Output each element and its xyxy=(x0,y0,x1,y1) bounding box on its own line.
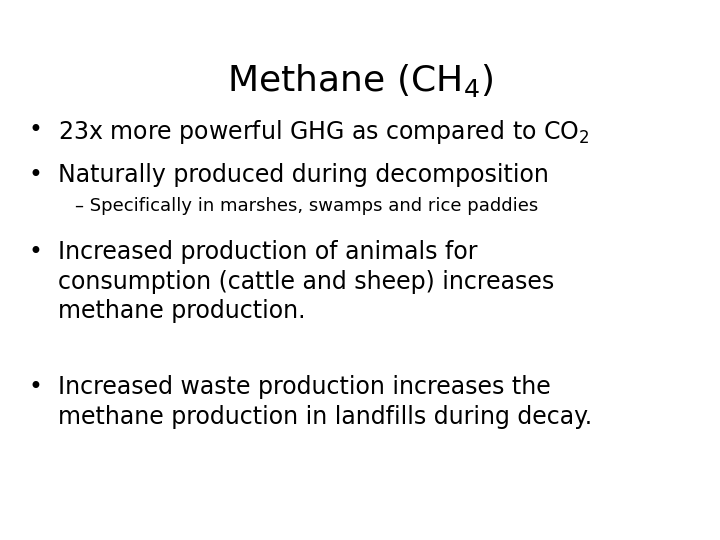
Text: Naturally produced during decomposition: Naturally produced during decomposition xyxy=(58,163,549,187)
Text: •: • xyxy=(28,375,42,399)
Text: 23x more powerful GHG as compared to CO$_2$: 23x more powerful GHG as compared to CO$… xyxy=(58,118,590,146)
Text: •: • xyxy=(28,118,42,142)
Text: – Specifically in marshes, swamps and rice paddies: – Specifically in marshes, swamps and ri… xyxy=(75,197,539,215)
Text: •: • xyxy=(28,163,42,187)
Text: Increased production of animals for
consumption (cattle and sheep) increases
met: Increased production of animals for cons… xyxy=(58,240,554,323)
Text: Increased waste production increases the
methane production in landfills during : Increased waste production increases the… xyxy=(58,375,592,429)
Text: •: • xyxy=(28,240,42,264)
Text: Methane (CH$_4$): Methane (CH$_4$) xyxy=(227,62,493,99)
